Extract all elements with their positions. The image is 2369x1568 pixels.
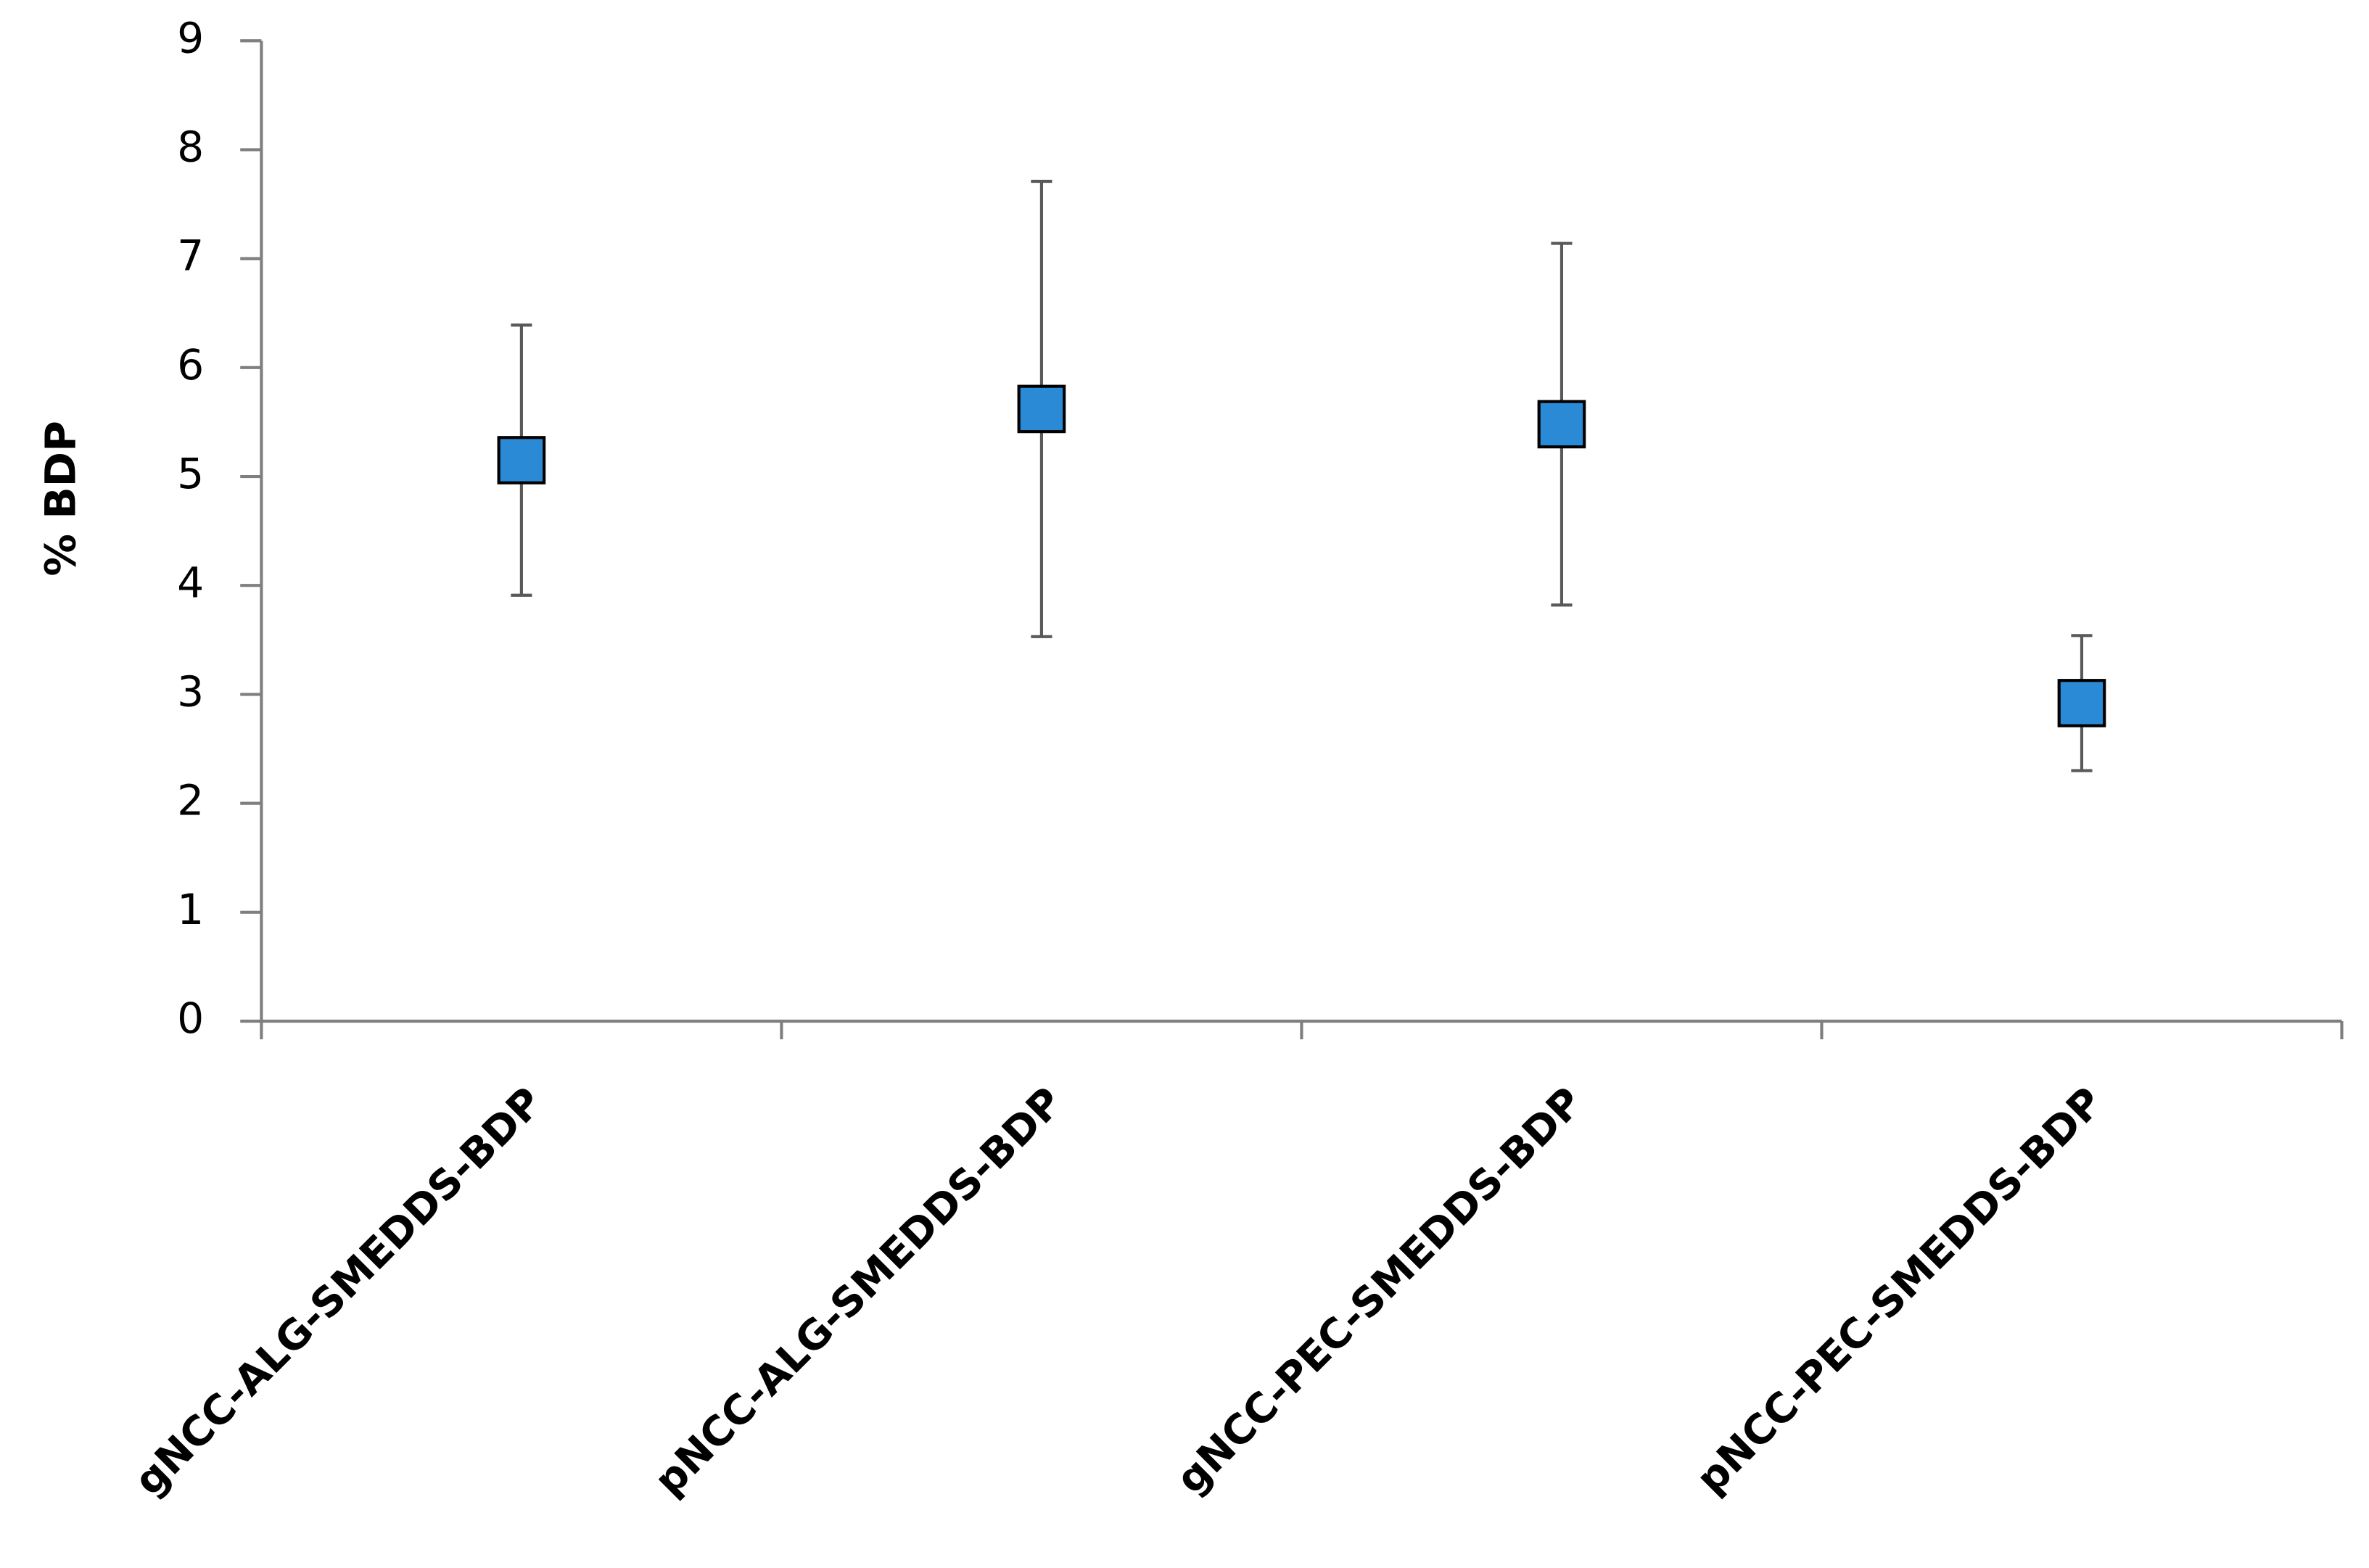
- marker: [2057, 679, 2106, 727]
- y-tick-label: 6: [177, 340, 204, 389]
- x-tick-label: gNCC-PEC-SMEDDS-BDP: [1167, 1078, 1591, 1503]
- y-tick-label: 9: [177, 13, 204, 62]
- y-tick-label: 2: [177, 776, 204, 825]
- y-axis-label: % BDP: [36, 421, 86, 576]
- y-tick-label: 7: [177, 231, 204, 281]
- y-tick-label: 1: [177, 885, 204, 934]
- y-tick-label: 8: [177, 123, 204, 172]
- y-tick-label: 3: [177, 667, 204, 717]
- x-tick-label: pNCC-PEC-SMEDDS-BDP: [1687, 1078, 2112, 1503]
- x-tick-label: gNCC-ALG-SMEDDS-BDP: [125, 1078, 552, 1505]
- marker: [1537, 400, 1586, 449]
- marker: [1017, 384, 1066, 434]
- y-tick-label: 5: [177, 449, 204, 498]
- marker: [497, 436, 546, 484]
- x-tick-label: pNCC-ALG-SMEDDS-BDP: [646, 1078, 1072, 1505]
- y-tick-label: 4: [177, 558, 204, 607]
- y-tick-label: 0: [177, 994, 204, 1043]
